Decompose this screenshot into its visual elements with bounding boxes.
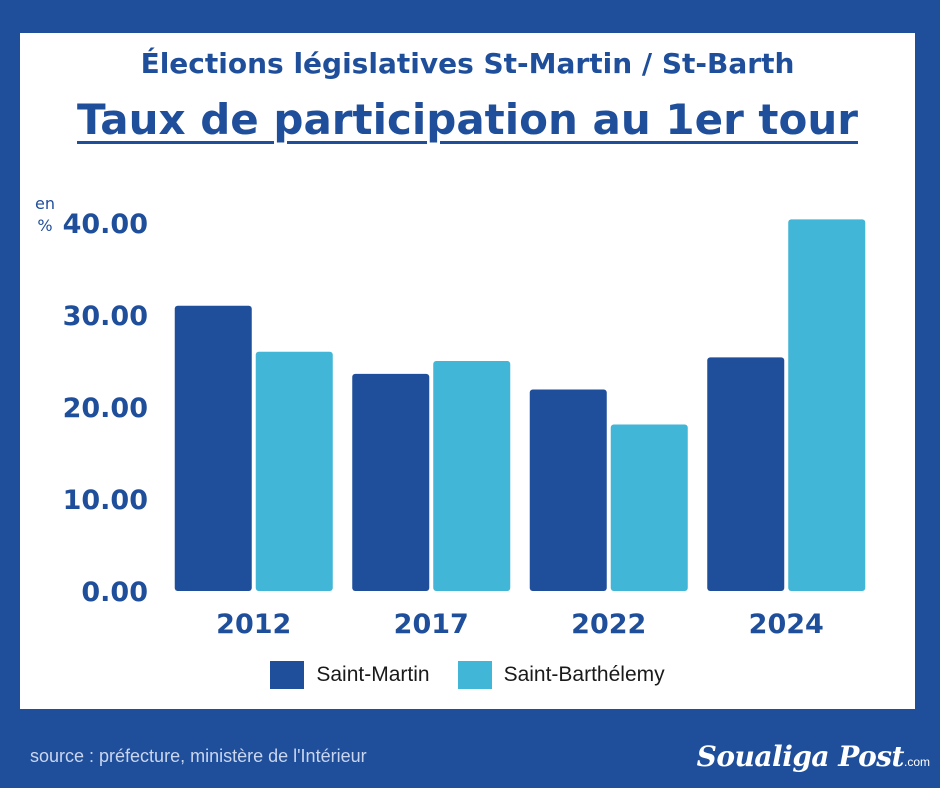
legend-item-saint-martin: Saint-Martin [270, 661, 430, 689]
chart-subtitle: Élections législatives St-Martin / St-Ba… [140, 47, 795, 80]
x-tick-label: 2022 [571, 609, 646, 640]
source-note: source : préfecture, ministère de l'Inté… [30, 746, 367, 766]
bar-saint-martin-2017 [352, 373, 430, 591]
bar-chart: 0.00 10.00 20.00 30.00 40.00 2012 2017 2022 2024 [63, 209, 866, 640]
x-tick-label: 2012 [216, 609, 291, 640]
legend-swatch-saint-martin [270, 661, 305, 689]
logo-wordmark: Soualiga Post [696, 740, 905, 773]
bar-saint-martin-2022 [529, 389, 607, 591]
y-tick-label: 40.00 [63, 209, 148, 240]
chart-panel: Élections législatives St-Martin / St-Ba… [20, 33, 915, 709]
x-tick-label: 2024 [749, 609, 824, 640]
legend-label-saint-martin: Saint-Martin [316, 663, 430, 686]
bar-saint-barth-lemy-2022 [610, 424, 688, 591]
x-tick-label: 2017 [394, 609, 469, 640]
legend-item-saint-barthelemy: Saint-Barthélemy [457, 661, 665, 689]
bar-saint-barth-lemy-2017 [433, 361, 511, 591]
bar-saint-martin-2024 [707, 357, 785, 591]
y-tick-label: 0.00 [81, 577, 148, 608]
chart-title: Taux de participation au 1er tour [77, 95, 858, 144]
soualiga-post-logo: Soualiga Post .com [697, 740, 930, 773]
y-axis-unit: en % [28, 193, 62, 237]
legend-label-saint-barthelemy: Saint-Barthélemy [503, 663, 665, 686]
y-tick-label: 30.00 [63, 301, 148, 332]
bar-saint-martin-2012 [174, 305, 252, 591]
y-axis-unit-line1: en [35, 194, 55, 213]
y-axis-unit-line2: % [37, 216, 53, 235]
bar-saint-barth-lemy-2012 [255, 351, 333, 591]
legend-swatch-saint-barthelemy [457, 661, 492, 689]
bar-saint-barth-lemy-2024 [788, 219, 866, 591]
y-tick-label: 20.00 [63, 393, 148, 424]
legend: Saint-Martin Saint-Barthélemy [20, 661, 915, 689]
y-tick-label: 10.00 [63, 485, 148, 516]
logo-suffix: .com [903, 755, 930, 769]
